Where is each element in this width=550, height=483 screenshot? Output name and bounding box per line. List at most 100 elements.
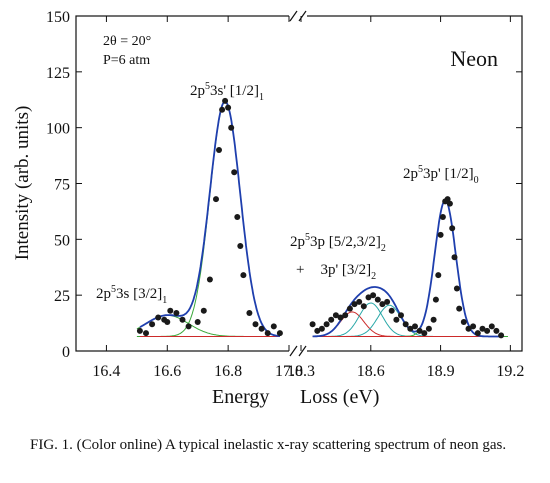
data-point bbox=[416, 327, 423, 334]
data-point bbox=[206, 276, 213, 283]
data-point bbox=[493, 327, 500, 334]
data-point bbox=[439, 214, 446, 220]
data-point bbox=[346, 305, 353, 312]
data-point bbox=[246, 310, 253, 316]
x-tick-label: 19.2 bbox=[496, 363, 524, 380]
data-point bbox=[453, 285, 460, 292]
x-tick-label: 16.4 bbox=[92, 363, 120, 380]
data-point bbox=[393, 316, 400, 323]
data-point bbox=[231, 169, 238, 176]
data-point bbox=[425, 325, 432, 332]
peak-label-3s: 2p53s [3/2]1 bbox=[96, 284, 167, 306]
data-point bbox=[143, 330, 149, 337]
data-point bbox=[237, 243, 244, 249]
data-point bbox=[465, 325, 472, 332]
y-tick-label: 25 bbox=[54, 288, 70, 305]
data-point bbox=[384, 298, 391, 305]
data-point bbox=[200, 307, 207, 314]
data-point bbox=[398, 312, 404, 319]
data-point bbox=[164, 319, 171, 325]
y-tick-label: 0 bbox=[62, 344, 70, 361]
data-points bbox=[136, 97, 505, 339]
data-point bbox=[351, 301, 358, 308]
data-point bbox=[402, 321, 409, 328]
data-point bbox=[449, 225, 456, 232]
data-point bbox=[234, 214, 241, 220]
data-point bbox=[407, 325, 414, 332]
data-point bbox=[460, 319, 467, 325]
data-point bbox=[173, 310, 180, 316]
data-point bbox=[484, 327, 491, 334]
data-point bbox=[136, 327, 143, 334]
data-point bbox=[337, 314, 344, 321]
data-point bbox=[328, 316, 335, 323]
x-axis-label-left: Energy bbox=[212, 386, 269, 408]
data-point bbox=[356, 298, 363, 305]
data-point bbox=[323, 321, 330, 328]
y-tick-label: 100 bbox=[46, 121, 70, 138]
y-axis-label: Intensity (arb. units) bbox=[12, 106, 33, 261]
data-point bbox=[451, 254, 458, 261]
data-point bbox=[216, 147, 222, 153]
x-axis-ticks: 16.4 16.6 16.8 17.018.3 18.6 18.9 19.2 bbox=[92, 16, 524, 380]
axis-break-bottom bbox=[289, 345, 307, 357]
data-point bbox=[228, 124, 235, 131]
data-point bbox=[379, 301, 386, 308]
peak-label-3p-prime-32: +3p' [3/2]2 bbox=[296, 262, 376, 282]
fit-curves bbox=[139, 100, 502, 338]
data-point bbox=[222, 97, 229, 104]
data-point bbox=[179, 316, 186, 323]
data-point bbox=[370, 292, 377, 299]
data-point bbox=[332, 312, 339, 319]
y-tick-label: 50 bbox=[54, 232, 70, 249]
data-point bbox=[155, 314, 162, 321]
x-tick-label: 18.3 bbox=[287, 363, 315, 380]
data-point bbox=[270, 323, 277, 330]
data-point bbox=[488, 323, 495, 330]
condition-angle: 2θ = 20° bbox=[103, 34, 151, 49]
condition-pressure: P=6 atm bbox=[103, 53, 150, 68]
data-point bbox=[314, 327, 321, 334]
data-point bbox=[225, 104, 232, 111]
chart-title: Neon bbox=[450, 46, 498, 71]
chart-figure: 0 25 50 75 100 125 150 16.4 16.6 16.8 17.018.3 18.… bbox=[12, 9, 524, 408]
data-point bbox=[264, 330, 271, 337]
data-point bbox=[470, 323, 477, 330]
data-point bbox=[474, 330, 481, 337]
total-fit-curve bbox=[139, 100, 280, 337]
data-point bbox=[479, 325, 486, 332]
data-point bbox=[365, 294, 372, 301]
y-tick-label: 125 bbox=[46, 65, 70, 82]
axis-break-top bbox=[289, 10, 307, 22]
data-point bbox=[194, 319, 201, 325]
data-point bbox=[360, 303, 367, 310]
data-point bbox=[276, 330, 283, 337]
data-point bbox=[149, 321, 156, 328]
data-point bbox=[252, 321, 259, 328]
data-point bbox=[258, 325, 265, 332]
x-tick-label: 16.6 bbox=[153, 363, 181, 380]
x-tick-label: 18.9 bbox=[427, 363, 455, 380]
figure-caption: FIG. 1. (Color online) A typical inelast… bbox=[30, 437, 507, 453]
peak-label-3p: 2p53p [5/2,3/2]2 bbox=[290, 232, 386, 254]
data-point bbox=[456, 305, 463, 312]
data-point bbox=[437, 231, 444, 238]
y-axis-ticks: 0 25 50 75 100 125 150 bbox=[46, 9, 522, 361]
x-tick-label: 16.8 bbox=[214, 363, 242, 380]
data-point bbox=[432, 296, 439, 303]
data-point bbox=[213, 196, 219, 203]
data-point bbox=[444, 196, 451, 203]
data-point bbox=[421, 330, 428, 337]
x-axis-label-right: Loss (eV) bbox=[300, 386, 379, 408]
data-point bbox=[430, 316, 437, 323]
data-point bbox=[412, 323, 418, 330]
data-point bbox=[219, 106, 226, 113]
y-tick-label: 150 bbox=[46, 9, 70, 26]
data-point bbox=[342, 312, 349, 319]
data-point bbox=[309, 321, 316, 328]
x-tick-label: 17.0 bbox=[275, 363, 303, 380]
peak-label-3p-prime-12: 2p53p' [1/2]0 bbox=[403, 164, 479, 186]
x-tick-label: 18.6 bbox=[357, 363, 385, 380]
peak-label-3s-prime: 2p53s' [1/2]1 bbox=[190, 81, 264, 103]
data-point bbox=[498, 332, 505, 339]
